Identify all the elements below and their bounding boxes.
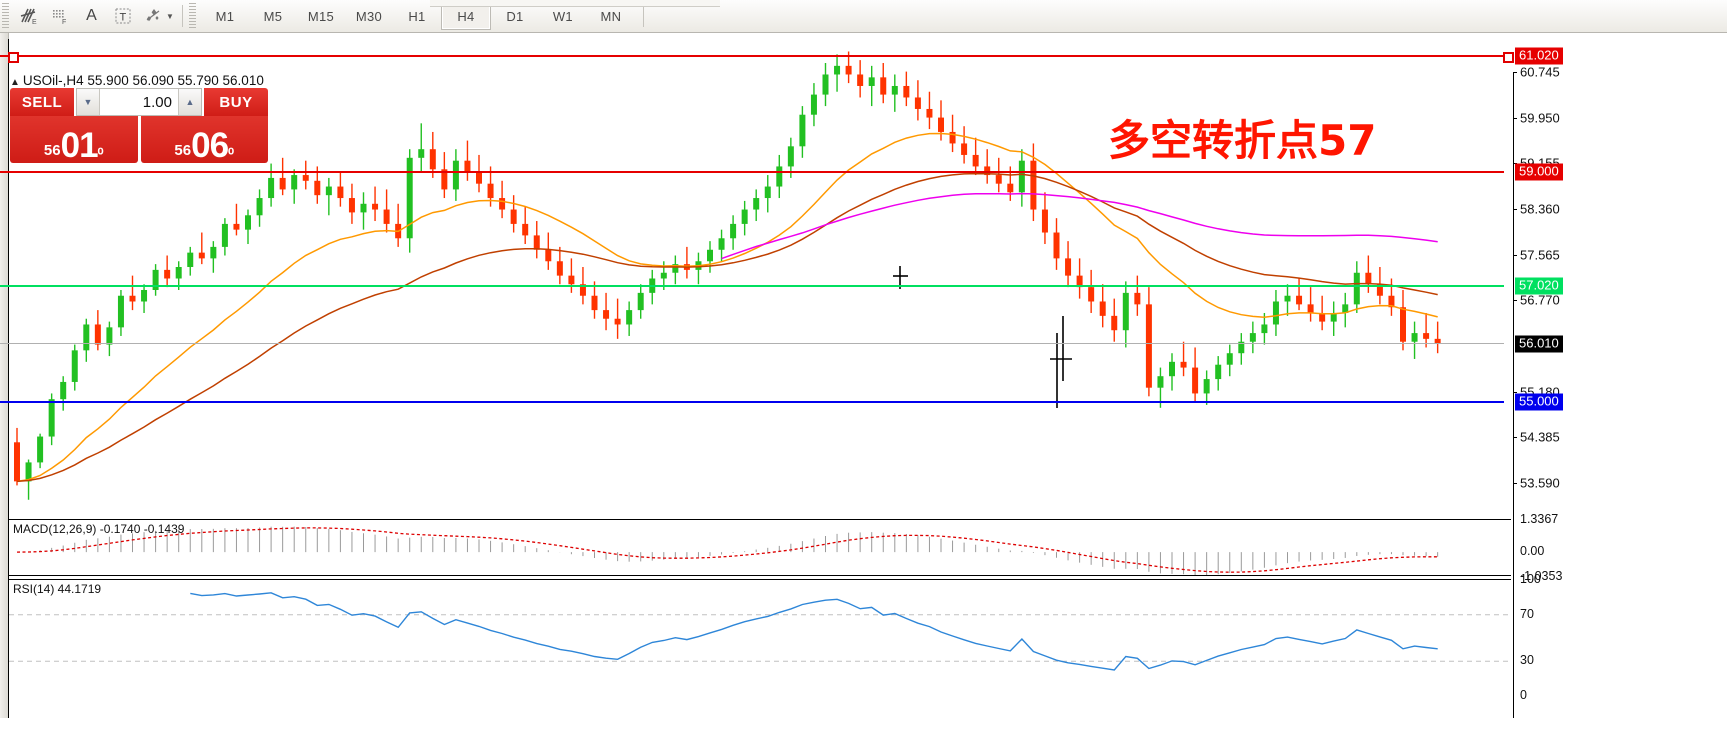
timeframe-grip[interactable] [188,3,196,29]
price-axis-tick-label: 58.360 [1520,201,1560,217]
rsi-label: RSI(14) 44.1719 [13,582,102,596]
price-label-resistance-59000[interactable]: 59.000 [1515,163,1563,181]
timeframe-m15[interactable]: M15 [307,8,335,24]
rsi-axis-label: 0 [1520,688,1527,702]
rsi-axis-label: 100 [1520,572,1541,586]
volume-increase-icon[interactable]: ▲ [178,89,201,115]
text-object-icon[interactable]: T [107,3,138,30]
rsi-line [190,592,1438,671]
price-label-support-55000[interactable]: 55.000 [1515,393,1563,411]
symbol-info-text: USOil-,H4 55.900 56.090 55.790 56.010 [22,73,264,88]
svg-text:F: F [62,19,66,26]
rsi-series-layer [9,592,1511,671]
price-axis-tick-label: 54.385 [1520,429,1560,445]
price-label-last-price-56010[interactable]: 56.010 [1515,335,1563,353]
buy-price-main: 06 [191,126,229,165]
chart-area: MACD(12,26,9) -0.1740 -0.1439 RSI(14) 44… [0,33,1727,753]
indicators-icon[interactable]: E [14,3,45,30]
sell-price-display[interactable]: 56 01 ⁰ [10,116,138,163]
level-line-last-price-56010[interactable] [0,343,1504,345]
chart-annotation-text: 多空转折点57 [1108,116,1377,165]
buy-price-fraction: ⁰ [228,146,235,163]
objects-dropdown-caret[interactable]: ▼ [166,11,174,21]
price-label-pivot-57020[interactable]: 57.020 [1515,277,1563,295]
level-line-resistance-61020[interactable] [0,55,1504,58]
price-axis-tick-label: 57.565 [1520,247,1560,263]
macd-axis-label: 0.00 [1520,544,1545,559]
rsi-axis-label: 70 [1520,606,1534,621]
price-axis-tick-label: 53.590 [1520,475,1560,491]
rsi-axis-label: 30 [1520,653,1534,668]
timeframe-d1[interactable]: D1 [506,8,524,24]
price-axis-tick-label: 59.950 [1520,110,1560,126]
price-axis-tick [1513,437,1517,439]
ma-slow-darkred [16,172,1438,483]
price-axis[interactable]: 60.74559.95059.15558.36057.56556.77055.1… [1513,47,1727,720]
level-line-support-55000[interactable] [0,401,1504,404]
main-toolbar: E F A T [0,0,1727,33]
price-axis-line [1513,72,1514,720]
timeframe-m30[interactable]: M30 [355,8,383,24]
timeframe-m1[interactable]: M1 [215,8,235,24]
buy-price-prefix: 56 [174,142,192,159]
ma-fast-orange [16,132,1438,483]
timeframe-mn[interactable]: MN [600,8,622,24]
level-line-resistance-59000[interactable] [0,171,1504,174]
timeframe-h4[interactable]: H4 [440,2,491,30]
macd-signal-line [16,527,1438,573]
price-label-resistance-61020[interactable]: 61.020 [1515,47,1563,65]
timeframe-w1[interactable]: W1 [552,8,573,24]
timeframe-group: M1 M5 M15 M30 H1 H4 D1 W1 MN [201,2,635,30]
trade-panel-top-row: SELL ▼ 1.00 ▲ BUY [10,88,268,116]
price-axis-tick [1513,483,1517,485]
timeframe-h1[interactable]: H1 [408,8,426,24]
macd-series-layer [16,526,1439,575]
macd-axis-label: 1.3367 [1520,512,1559,526]
buy-button[interactable]: BUY [204,88,268,116]
window-bottom-strip [0,718,1727,753]
price-axis-tick-label: 56.770 [1520,292,1560,308]
trade-panel-quotes-row: 56 01 ⁰ 56 06 ⁰ [10,116,268,163]
sell-price-fraction: ⁰ [97,146,104,163]
price-axis-tick [1513,208,1517,210]
objects-icon[interactable] [138,3,169,30]
price-axis-tick [1513,71,1517,73]
sell-price-prefix: 56 [43,142,61,159]
timeframe-m5[interactable]: M5 [263,8,283,24]
toolbar-separator-2 [642,5,644,27]
level-handle-61020-left[interactable] [8,52,19,64]
svg-text:T: T [119,12,126,24]
buy-price-display[interactable]: 56 06 ⁰ [140,116,268,165]
text-label-icon[interactable]: A [86,7,97,24]
price-axis-tick [1513,300,1517,302]
level-handle-61020[interactable] [1503,52,1514,64]
rsi-pane[interactable]: RSI(14) 44.1719 [9,579,1511,695]
macd-axis-label: -1.0353 [1520,569,1563,583]
svg-text:E: E [32,19,37,26]
price-axis-tick-label: 60.745 [1520,64,1560,80]
macd-histogram [28,526,1439,575]
price-axis-tick [1513,391,1517,393]
toolbar-separator [181,5,183,27]
volume-value[interactable]: 1.00 [142,93,172,111]
price-series-layer [14,51,1441,500]
macd-label: MACD(12,26,9) -0.1740 -0.1439 [13,522,185,536]
price-axis-tick [1513,117,1517,119]
level-line-pivot-57020[interactable] [0,284,1504,287]
ma-long-magenta [721,192,1438,260]
collapse-arrow-icon[interactable]: ▲ [10,77,20,88]
volume-input[interactable]: ▼ 1.00 ▲ [76,88,202,116]
symbol-info-line: ▲ USOil-,H4 55.900 56.090 55.790 56.010 [10,73,264,88]
sell-price-main: 01 [60,126,99,165]
candlestick-series [14,51,1441,500]
sell-button[interactable]: SELL [10,88,74,116]
one-click-trading-panel[interactable]: SELL ▼ 1.00 ▲ BUY 56 01 ⁰ 56 06 ⁰ [10,88,268,163]
toolbar-tab-strip [430,0,720,7]
grid-periods-icon[interactable]: F [45,3,76,30]
price-axis-tick [1513,254,1517,256]
macd-pane[interactable]: MACD(12,26,9) -0.1740 -0.1439 [9,519,1511,576]
volume-decrease-icon[interactable]: ▼ [77,89,100,115]
toolbar-grip[interactable] [2,3,9,29]
